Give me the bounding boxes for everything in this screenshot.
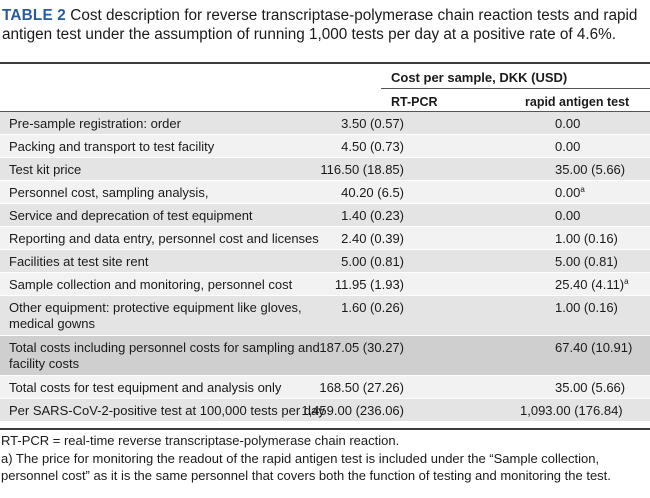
row-label: Packing and transport to test facility	[9, 139, 215, 154]
header-rule	[0, 111, 650, 112]
cell-rapid-value: 67.40 (10.91)	[555, 340, 633, 355]
footnote-a: a) The price for monitoring the readout …	[1, 451, 611, 483]
cell-rapid: 1.00 (0.16)	[555, 231, 618, 247]
cell-rtpcr: 116.50 (18.85)	[320, 162, 404, 177]
table-row: Total costs including personnel costs fo…	[0, 336, 650, 376]
column-header-rtpcr: RT-PCR	[391, 95, 438, 109]
cell-rtpcr: 40.20 (6.5)	[341, 185, 404, 200]
cell-rapid: 35.00 (5.66)	[555, 162, 625, 178]
cell-rapid: 0.00a	[555, 185, 585, 201]
row-label: Other equipment: protective equipment li…	[9, 300, 302, 331]
table-top-rule	[0, 62, 650, 64]
table-row: Per SARS-CoV-2-positive test at 100,000 …	[0, 399, 650, 422]
cell-rapid-value: 0.00	[555, 116, 581, 131]
cell-rapid: 0.00	[555, 139, 580, 155]
row-label: Facilities at test site rent	[9, 254, 149, 269]
table-number: TABLE 2	[2, 7, 67, 24]
cell-rtpcr: 187.05 (30.27)	[319, 340, 404, 355]
cell-rtpcr: 4.50 (0.73)	[341, 139, 404, 154]
caption-text: Cost description for reverse transcripta…	[2, 7, 638, 43]
table-caption: TABLE 2 Cost description for reverse tra…	[2, 6, 648, 44]
table-row: Other equipment: protective equipment li…	[0, 296, 650, 336]
row-label: Per SARS-CoV-2-positive test at 100,000 …	[9, 403, 325, 418]
table-row: Test kit price 116.50 (18.85) 35.00 (5.66)	[0, 158, 650, 181]
cell-rtpcr: 5.00 (0.81)	[341, 254, 404, 269]
cell-rapid-value: 5.00 (0.81)	[555, 254, 618, 269]
cell-rapid: 67.40 (10.91)	[555, 340, 632, 356]
column-header-rapid: rapid antigen test	[525, 95, 630, 109]
row-label: Pre-sample registration: order	[9, 116, 181, 131]
row-label: Personnel cost, sampling analysis,	[9, 185, 209, 200]
table-row: Total costs for test equipment and analy…	[0, 376, 650, 399]
footnote-marker: a	[580, 185, 585, 194]
cell-rapid: 35.00 (5.66)	[555, 380, 625, 396]
cell-rapid-value: 35.00 (5.66)	[555, 162, 626, 177]
table-bottom-rule	[0, 428, 650, 430]
table-row: Packing and transport to test facility 4.…	[0, 135, 650, 158]
cell-rtpcr: 1,459.00 (236.06)	[301, 403, 404, 418]
cell-rapid-value: 1.00 (0.16)	[555, 300, 618, 315]
cell-rapid-value: 0.00	[555, 139, 581, 154]
cell-rapid-value: 0.00	[555, 185, 581, 200]
column-group-header: Cost per sample, DKK (USD)	[391, 70, 568, 85]
footnote-abbreviation: RT-PCR = real-time reverse transcriptase…	[1, 433, 400, 448]
table-row: Pre-sample registration: order 3.50 (0.57…	[0, 112, 650, 135]
cell-rapid: 5.00 (0.81)	[555, 254, 618, 270]
cell-rtpcr: 2.40 (0.39)	[341, 231, 404, 246]
cell-rapid-value: 0.00	[555, 208, 581, 223]
cell-rapid: 1,093.00 (176.84)	[520, 403, 623, 419]
cell-rapid-value: 25.40 (4.11)	[555, 277, 625, 292]
cell-rtpcr: 3.50 (0.57)	[341, 116, 404, 131]
cell-rtpcr: 11.95 (1.93)	[334, 277, 404, 292]
cell-rtpcr: 168.50 (27.26)	[319, 380, 404, 395]
table-row: Service and deprecation of test equipmen…	[0, 204, 650, 227]
row-label: Reporting and data entry, personnel cost…	[9, 231, 319, 246]
row-label: Sample collection and monitoring, person…	[9, 277, 293, 292]
table-row: Facilities at test site rent 5.00 (0.81) 5…	[0, 250, 650, 273]
cell-rapid: 0.00	[555, 208, 580, 224]
cell-rapid-value: 1.00 (0.16)	[555, 231, 618, 246]
cell-rapid: 1.00 (0.16)	[555, 300, 618, 316]
cell-rapid: 25.40 (4.11)a	[555, 277, 629, 293]
table-body: Pre-sample registration: order 3.50 (0.57…	[0, 112, 650, 422]
group-header-rule	[381, 88, 650, 89]
cell-rapid-value: 1,093.00 (176.84)	[520, 403, 623, 418]
table-row: Sample collection and monitoring, person…	[0, 273, 650, 296]
table-row: Personnel cost, sampling analysis, 40.20 …	[0, 181, 650, 204]
row-label: Test kit price	[9, 162, 82, 177]
cell-rapid: 0.00	[555, 116, 580, 132]
cell-rtpcr: 1.60 (0.26)	[341, 300, 404, 315]
cell-rapid-value: 35.00 (5.66)	[555, 380, 626, 395]
footnote-marker: a	[624, 277, 629, 286]
row-label: Total costs for test equipment and analy…	[9, 380, 282, 395]
table-row: Reporting and data entry, personnel cost…	[0, 227, 650, 250]
row-label: Total costs including personnel costs fo…	[9, 340, 320, 371]
row-label: Service and deprecation of test equipmen…	[9, 208, 253, 223]
cell-rtpcr: 1.40 (0.23)	[341, 208, 404, 223]
